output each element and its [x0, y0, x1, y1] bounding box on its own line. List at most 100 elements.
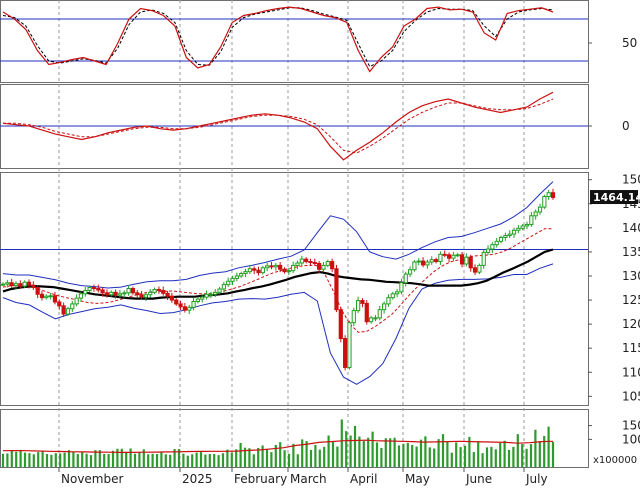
candle-body	[520, 225, 525, 229]
candle-body	[91, 287, 97, 290]
candle-body	[343, 338, 348, 368]
volume-bar	[6, 453, 9, 467]
volume-bar	[494, 449, 497, 467]
candle-body	[230, 277, 235, 282]
candle-body	[351, 310, 356, 324]
volume-bar	[221, 453, 225, 467]
candle-body	[394, 291, 400, 295]
candle-body	[104, 292, 110, 296]
panel-frame-stoch	[0, 0, 589, 83]
volume-bar	[327, 435, 330, 467]
candle-body	[308, 261, 313, 264]
volume-bar	[155, 454, 159, 467]
candle-body	[18, 283, 23, 287]
candle-body	[546, 192, 551, 198]
candle-body	[174, 299, 179, 305]
volume-bar	[463, 445, 467, 467]
candle-body	[459, 254, 465, 265]
volume-bar	[349, 435, 352, 467]
volume-bar	[323, 446, 326, 467]
volume-bar	[468, 436, 471, 467]
volume-bar	[389, 438, 392, 467]
candle-body	[537, 206, 543, 213]
volume-bar	[477, 442, 480, 467]
candle-body	[117, 293, 123, 296]
stoch-tick-label: 50	[622, 36, 637, 50]
volume-bar	[472, 452, 475, 467]
price-tick-label: 1400	[622, 221, 640, 235]
volume-bar	[270, 452, 273, 467]
candle-body	[364, 302, 369, 323]
candle-body	[442, 253, 447, 256]
candle-body	[407, 269, 413, 275]
volume-bar	[415, 446, 418, 467]
volume-bar	[138, 452, 141, 467]
volume-bar	[296, 454, 299, 467]
volume-bar	[314, 444, 317, 467]
volume-bar	[538, 441, 541, 467]
volume-bar	[375, 442, 379, 467]
stochastic-panel: 50	[0, 6, 637, 73]
candle-body	[213, 291, 218, 295]
volume-panel: 1500010000 x100000	[1, 419, 640, 467]
candle-body	[48, 295, 53, 298]
candle-body	[31, 284, 36, 289]
price-tick-label: 1150	[622, 341, 640, 355]
bollinger-lower-band	[2, 263, 554, 385]
last-price-badge	[590, 190, 638, 205]
candle-body	[226, 280, 231, 286]
candle-body	[524, 223, 530, 227]
short-moving-average	[2, 228, 553, 333]
candle-body	[9, 282, 14, 287]
price-tick-label: 1300	[622, 269, 640, 283]
volume-bar	[208, 454, 211, 467]
volume-bar	[485, 447, 489, 467]
volume-bar	[318, 449, 321, 467]
price-panel: 1500145014001350130012501200115011001050…	[0, 173, 640, 403]
price-tick-label: 1500	[622, 173, 640, 187]
volume-bar	[490, 446, 493, 467]
volume-bar	[406, 442, 409, 467]
volume-bar	[481, 453, 484, 467]
candle-body	[282, 268, 287, 273]
x-axis: November 2025 February March April May June Jul…	[58, 467, 548, 486]
volume-bar	[336, 446, 339, 467]
candle-body	[516, 227, 521, 231]
volume-bar	[499, 442, 502, 467]
candle-body	[490, 244, 495, 250]
volume-moving-average	[2, 439, 554, 453]
volume-bar	[85, 453, 88, 467]
volume-bar	[195, 452, 198, 467]
candle-body	[451, 254, 456, 259]
candle-body	[161, 289, 166, 294]
x-tick-label: June	[465, 472, 492, 486]
volume-bar	[54, 453, 57, 467]
candle-body	[312, 262, 317, 265]
candle-body	[187, 306, 192, 311]
volume-bar	[1, 453, 5, 467]
candle-body	[386, 297, 391, 305]
volume-bar	[393, 437, 396, 467]
volume-bar	[305, 441, 308, 467]
candle-body	[0, 283, 6, 286]
candle-body	[39, 293, 45, 299]
candle-body	[420, 260, 426, 266]
volume-bar	[72, 451, 75, 467]
candle-body	[70, 303, 75, 310]
volume-bar	[151, 453, 154, 467]
volume-bar	[367, 437, 370, 467]
volume-bar	[125, 451, 128, 467]
volume-bar	[437, 439, 440, 467]
volume-bar	[32, 454, 35, 467]
volume-bar	[129, 448, 132, 467]
last-price-label: 1464.140	[593, 191, 640, 204]
candle-body	[156, 288, 162, 291]
candle-body	[252, 268, 257, 271]
candle-body	[511, 229, 517, 235]
candle-body	[191, 300, 196, 308]
volume-bar	[287, 453, 291, 467]
candle-body	[165, 292, 170, 297]
candle-body	[433, 259, 439, 263]
volume-bar	[507, 449, 511, 467]
